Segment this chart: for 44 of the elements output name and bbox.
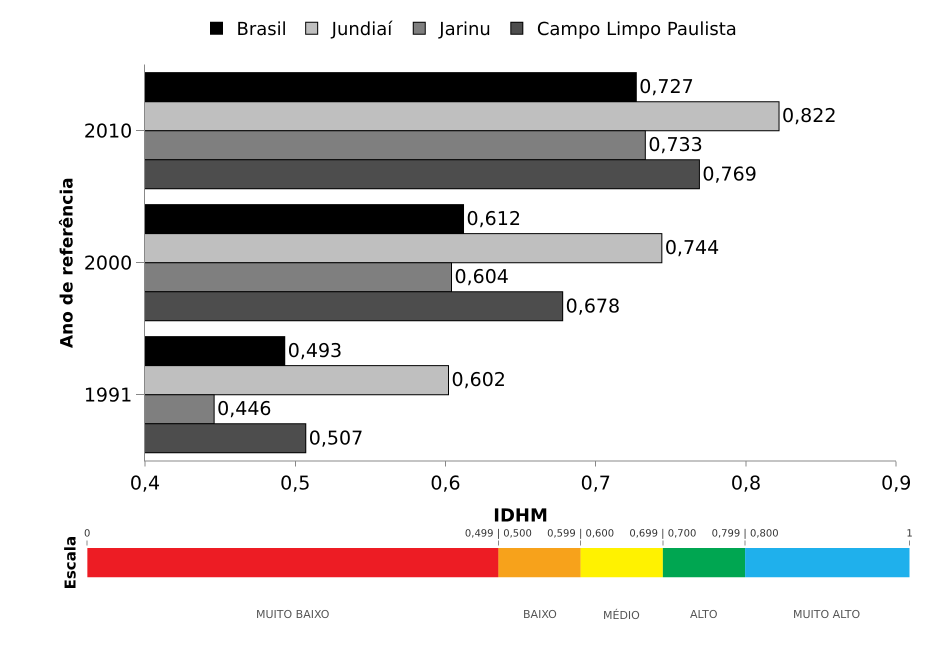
x-tick-label: 0,799 | 0,800 — [712, 528, 779, 540]
y-tick-label: 1991 — [84, 384, 132, 406]
bar — [87, 548, 498, 578]
x-tick-label: 0,599 | 0,600 — [547, 528, 614, 540]
x-tick-label: 0,4 — [130, 472, 160, 494]
bar — [498, 548, 581, 578]
x-axis-title: IDHM — [493, 506, 548, 527]
text: MUITO ALTO — [793, 608, 861, 621]
legend-label: Jarinu — [438, 19, 491, 40]
text: ALTO — [690, 608, 718, 621]
text: MUITO BAIXO — [256, 608, 330, 621]
bar — [745, 548, 910, 578]
legend-label: Campo Limpo Paulista — [536, 19, 737, 40]
data-label: 0,446 — [217, 398, 272, 420]
data-label: 0,733 — [648, 134, 703, 156]
data-label: 0,493 — [288, 340, 342, 362]
x-tick-label: 0,499 | 0,500 — [464, 528, 532, 540]
bar — [580, 548, 663, 578]
legend-label: Brasil — [236, 19, 287, 40]
text: BAIXO — [523, 608, 558, 621]
x-tick-label: 0,7 — [580, 472, 611, 494]
x-tick-label: 0,699 | 0,700 — [629, 528, 696, 540]
y-tick-label: 2000 — [84, 252, 132, 274]
x-tick-label: 0,8 — [730, 472, 762, 494]
x-tick-label: 0,6 — [430, 472, 461, 494]
data-label: 0,822 — [782, 105, 836, 128]
bar — [662, 548, 746, 578]
x-tick-label: 0 — [84, 528, 90, 540]
x-tick-label: 0,5 — [280, 472, 310, 494]
data-label: 0,727 — [639, 76, 694, 98]
data-label: 0,769 — [702, 163, 757, 186]
data-label: 0,604 — [454, 266, 509, 288]
data-label: 0,612 — [466, 208, 521, 230]
legend-label: Jundiaí — [330, 19, 394, 40]
x-tick-label: 0,9 — [881, 472, 912, 494]
y-tick-label: 2010 — [84, 120, 132, 142]
data-label: 0,744 — [664, 237, 720, 260]
text: MÉDIO — [603, 608, 640, 622]
y-axis-title: Ano de referência — [57, 177, 78, 348]
data-label: 0,678 — [566, 295, 620, 318]
y-axis-title: Escala — [61, 536, 80, 590]
x-tick-label: 1 — [906, 528, 913, 540]
data-label: 0,507 — [308, 427, 364, 450]
data-label: 0,602 — [452, 369, 506, 392]
